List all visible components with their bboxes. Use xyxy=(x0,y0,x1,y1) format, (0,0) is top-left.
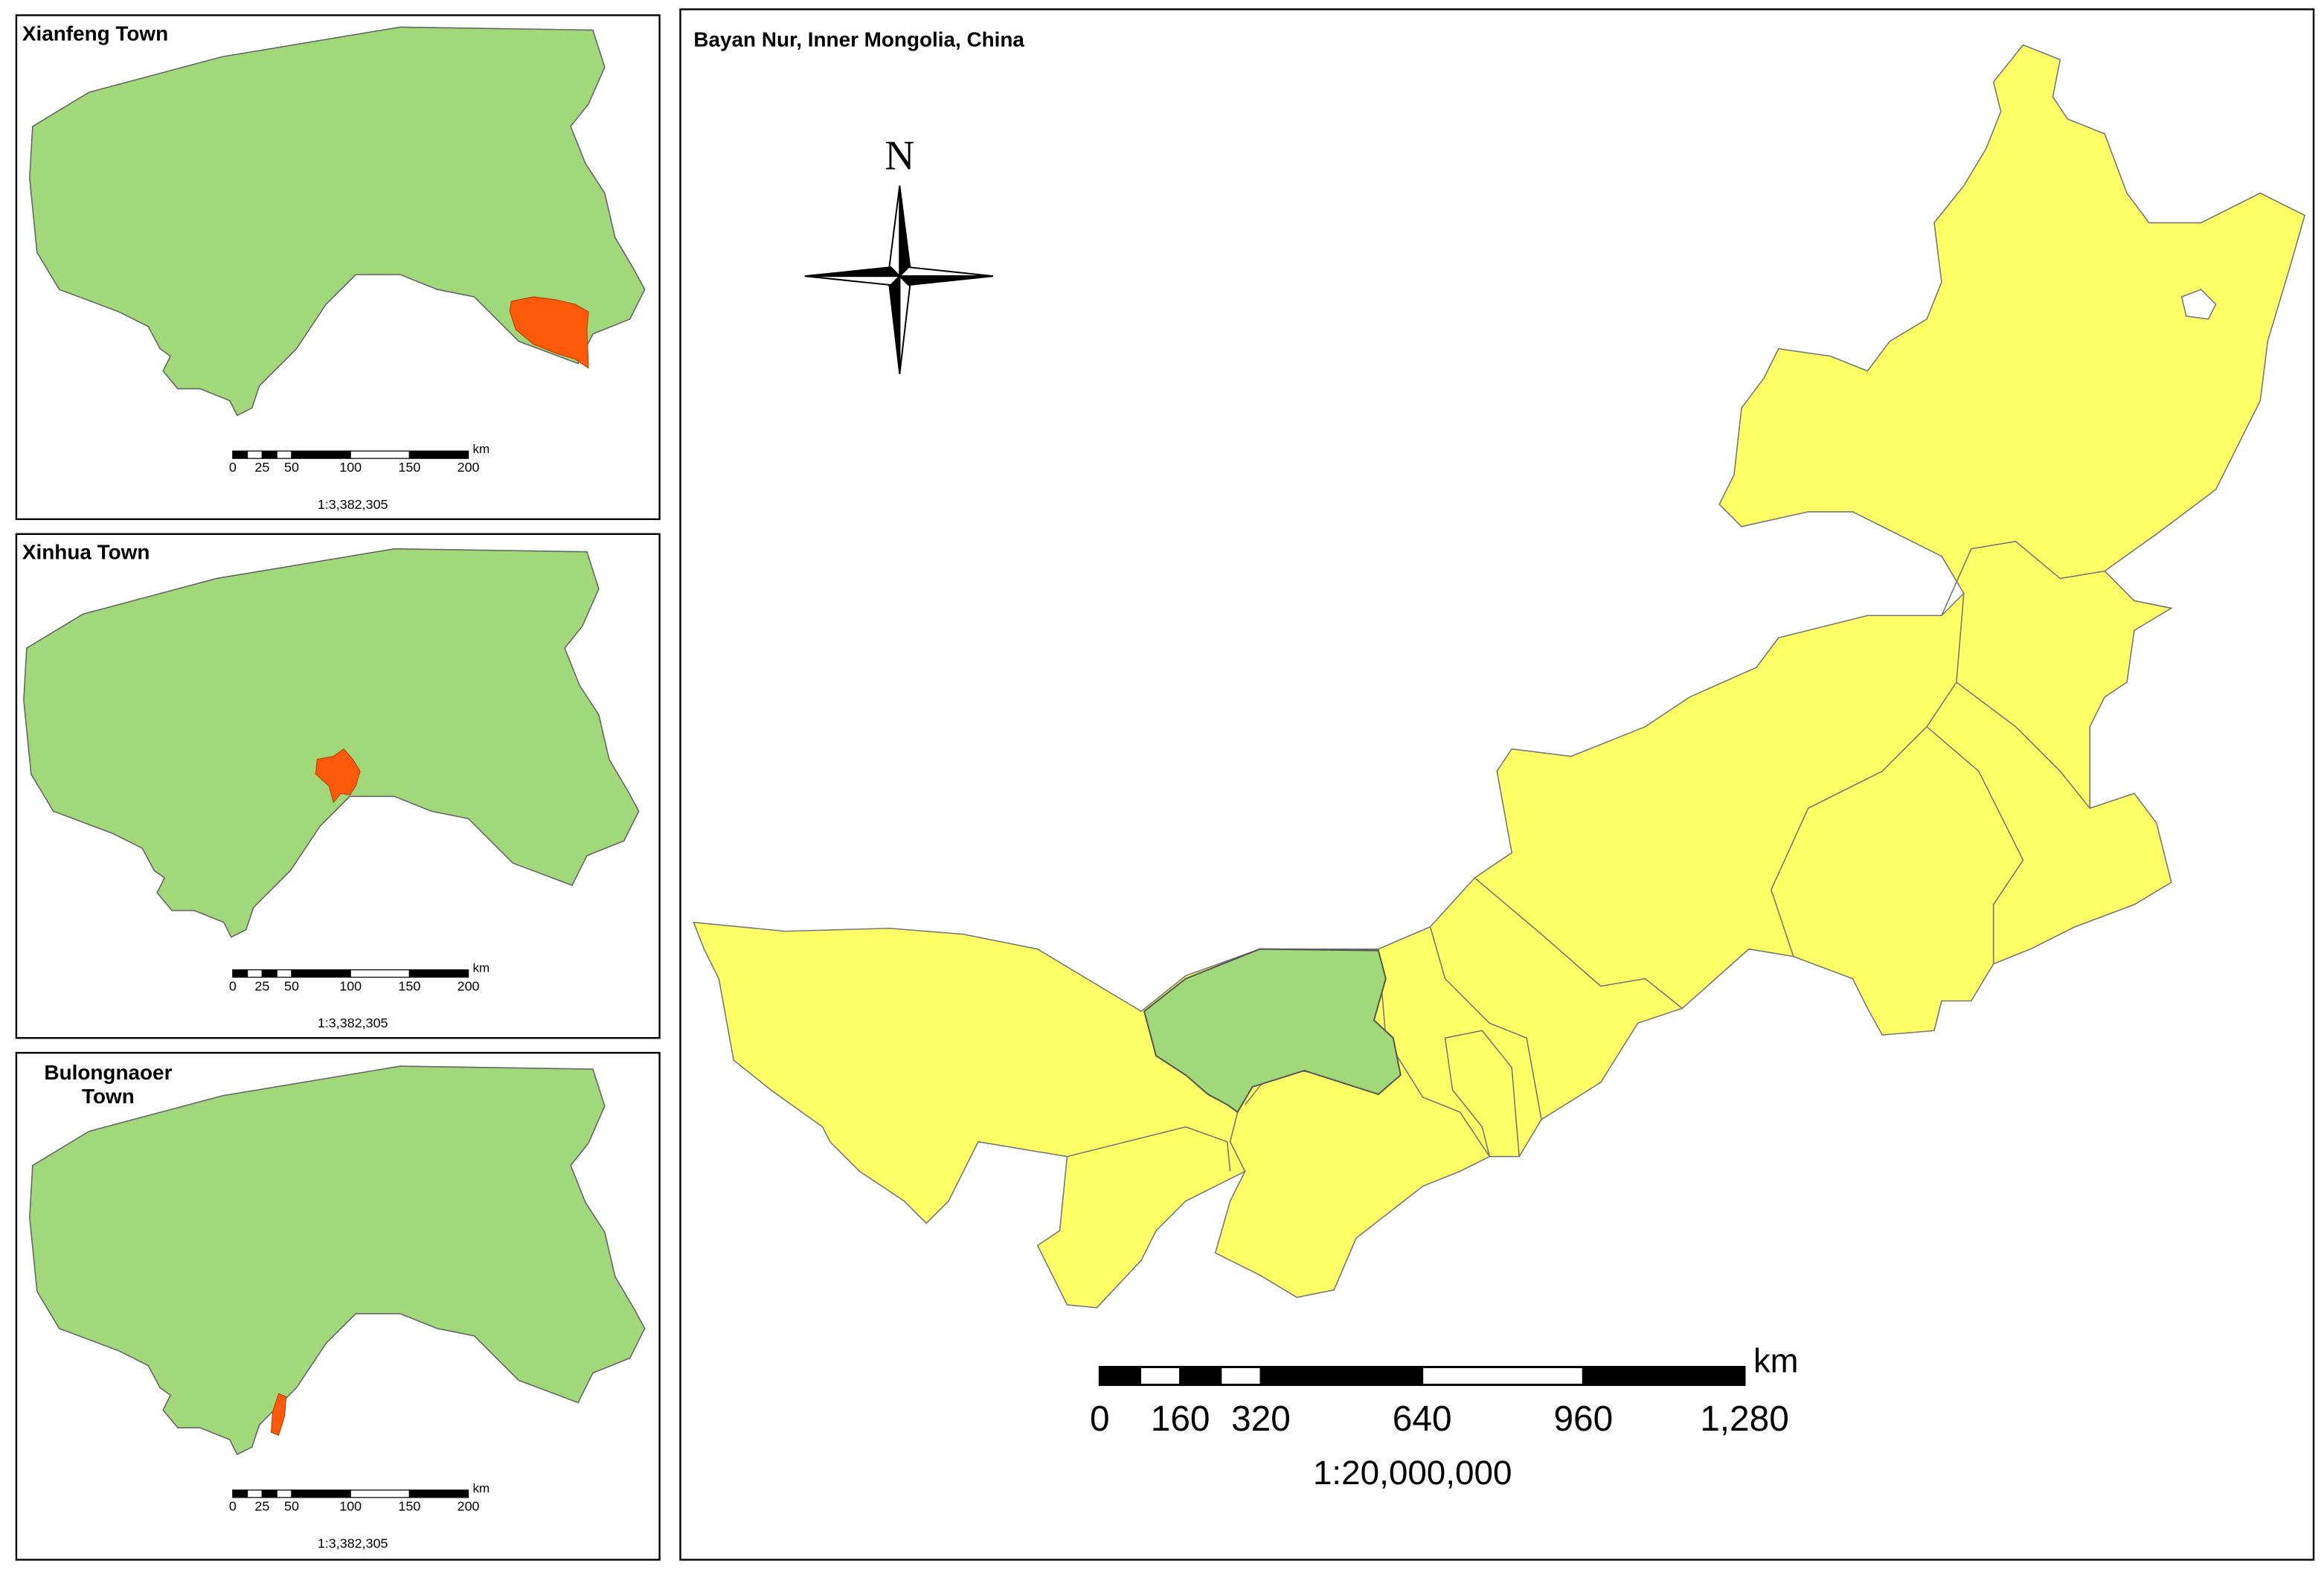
scale-bar-label: 200 xyxy=(458,1499,480,1514)
north-arrow xyxy=(804,185,993,374)
scale-bar-label: 150 xyxy=(398,978,420,993)
scale-bar-label: 150 xyxy=(398,460,420,475)
town-region xyxy=(509,296,589,369)
scale-bar-label: 100 xyxy=(339,1499,362,1514)
scale-bar-label: 100 xyxy=(339,978,362,993)
main-frame xyxy=(679,8,2315,1561)
scale-bar-label: 0 xyxy=(229,460,237,475)
scale-bar-label: 1,280 xyxy=(1700,1399,1789,1439)
bayan-nur-region xyxy=(23,548,640,938)
scale-text: 1:3,382,305 xyxy=(318,1016,388,1030)
scale-bar-label: 50 xyxy=(284,978,299,993)
inset-map xyxy=(29,1065,646,1456)
scale-bar-label: 160 xyxy=(1151,1399,1210,1439)
scale-bar-segment xyxy=(408,1489,469,1498)
inset-frame xyxy=(15,1051,661,1561)
scale-text: 1:3,382,305 xyxy=(318,497,388,512)
scale-bar-segment xyxy=(408,450,469,459)
scale-bar-label: 0 xyxy=(229,978,237,993)
scale-bar-label: 25 xyxy=(254,1499,269,1514)
scale-bar-segment xyxy=(261,1489,277,1498)
inset-title: Xinhua Town xyxy=(22,539,150,564)
scale-bar-label: 100 xyxy=(339,460,362,475)
bayan-nur-region xyxy=(29,1065,646,1456)
scale-bar-segment xyxy=(1421,1366,1585,1386)
scale-bar-label: 25 xyxy=(254,460,269,475)
scale-bar-segment xyxy=(246,969,263,978)
scale-bar-label: 200 xyxy=(458,460,480,475)
scale-bar-unit: km xyxy=(473,1481,490,1495)
scale-bar-segment xyxy=(1098,1366,1141,1386)
scale-bar-segment xyxy=(408,969,469,978)
scale-bar-segment xyxy=(350,450,411,459)
scale-bar-label: 150 xyxy=(398,1499,420,1514)
inset-frame xyxy=(15,14,661,521)
scale-bar-segment xyxy=(246,450,263,459)
scale-bar-unit: km xyxy=(473,442,490,456)
scale-bar-label: 50 xyxy=(284,460,299,475)
scale-bar-segment xyxy=(261,450,277,459)
inset-map xyxy=(29,26,646,417)
scale-bar-segment xyxy=(291,450,351,459)
inset-frame xyxy=(15,533,661,1039)
scale-bar-unit: km xyxy=(1753,1342,1799,1380)
scale-bar-label: 50 xyxy=(284,1499,299,1514)
inset-title-box: Bulongnaoer Town xyxy=(44,1060,173,1108)
scale-bar-segment xyxy=(276,1489,292,1498)
scale-bar-segment xyxy=(1138,1366,1182,1386)
scale-bar-label: 640 xyxy=(1393,1399,1452,1439)
scale-bar-label: 960 xyxy=(1553,1399,1613,1439)
scale-bar-segment xyxy=(1219,1366,1262,1386)
scale-bar-segment xyxy=(276,969,292,978)
scale-bar-unit: km xyxy=(473,961,490,975)
scale-bar-label: 0 xyxy=(229,1499,237,1514)
town-region xyxy=(270,1393,287,1436)
scale-bar-segment xyxy=(350,1489,411,1498)
bayan-nur-region xyxy=(29,26,646,417)
scale-bar-segment xyxy=(261,969,277,978)
scale-bar-segment xyxy=(232,969,248,978)
inset-title: Bulongnaoer Town xyxy=(44,1060,173,1108)
inset-title-box: Xianfeng Town xyxy=(22,21,169,45)
region-hole xyxy=(2180,289,2217,320)
scale-bar-segment xyxy=(291,969,351,978)
inset-title: Xianfeng Town xyxy=(22,21,169,45)
north-label: N xyxy=(885,133,914,179)
inner-mongolia-region xyxy=(693,44,2306,1309)
scale-bar-label: 320 xyxy=(1231,1399,1291,1439)
scale-bar-label: 0 xyxy=(1090,1399,1110,1439)
scale-bar-segment xyxy=(276,450,292,459)
scale-bar-segment xyxy=(232,450,248,459)
scale-bar-segment xyxy=(232,1489,248,1498)
scale-bar-segment xyxy=(1582,1366,1746,1386)
scale-bar-segment xyxy=(350,969,411,978)
inset-map xyxy=(23,548,640,938)
bayan-nur-region xyxy=(1143,948,1402,1114)
main-title: Bayan Nur, Inner Mongolia, China xyxy=(693,28,1024,51)
scale-bar-segment xyxy=(246,1489,263,1498)
scale-bar-segment xyxy=(1179,1366,1222,1386)
scale-bar-segment xyxy=(1259,1366,1424,1386)
scale-bar-label: 200 xyxy=(458,978,480,993)
scale-text: 1:3,382,305 xyxy=(318,1536,388,1551)
inset-title-box: Xinhua Town xyxy=(22,539,150,564)
town-region xyxy=(315,748,361,803)
scale-bar-segment xyxy=(291,1489,351,1498)
scale-text: 1:20,000,000 xyxy=(1313,1454,1512,1492)
scale-bar-label: 25 xyxy=(254,978,269,993)
